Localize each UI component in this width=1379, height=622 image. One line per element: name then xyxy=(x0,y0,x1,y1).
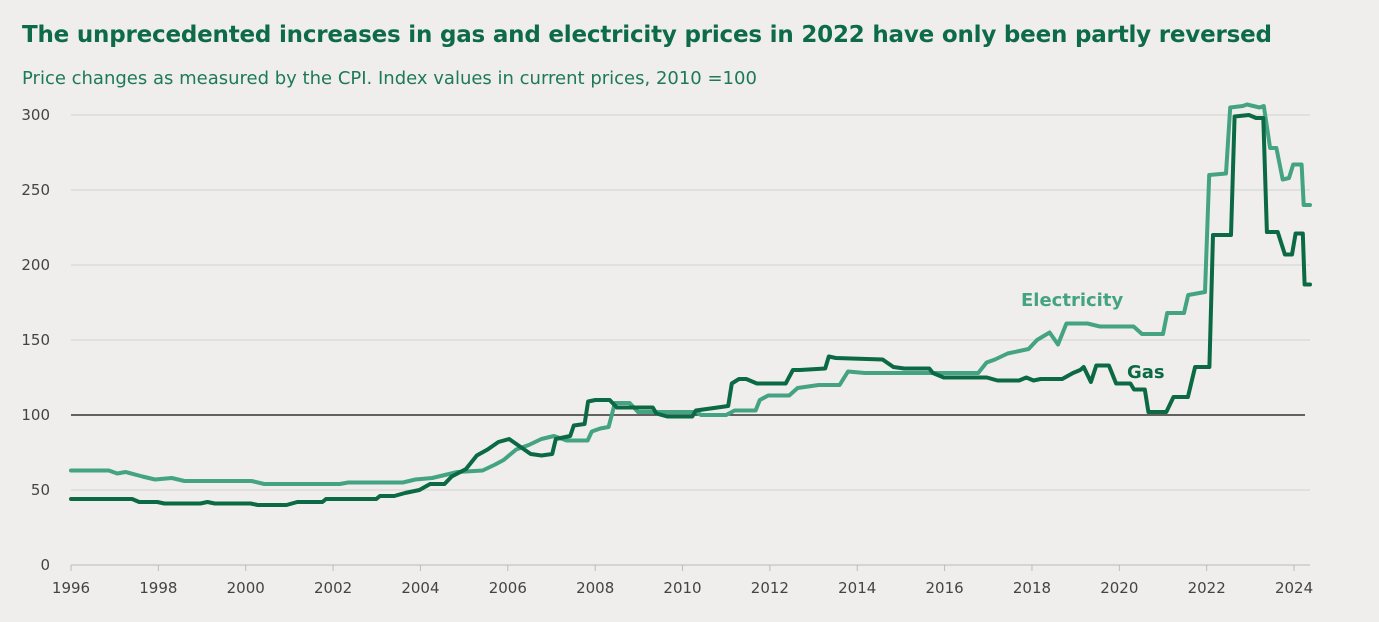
y-axis-ticks: 0 50 100 150 200 250 300 xyxy=(21,106,50,574)
x-tick-label: 2010 xyxy=(663,579,701,597)
x-tick-label: 1998 xyxy=(139,579,177,597)
x-tick-label: 2008 xyxy=(576,579,614,597)
x-tick-label: 2014 xyxy=(838,579,876,597)
x-tick-label: 2020 xyxy=(1100,579,1138,597)
x-tick-label: 1996 xyxy=(52,579,90,597)
y-tick-label: 250 xyxy=(21,181,50,199)
chart-subtitle: Price changes as measured by the CPI. In… xyxy=(22,68,757,89)
x-tick-label: 2000 xyxy=(227,579,265,597)
x-tick-label: 2004 xyxy=(401,579,439,597)
series-label-gas: Gas xyxy=(1127,362,1165,383)
y-tick-label: 0 xyxy=(40,556,50,574)
x-tick-label: 2022 xyxy=(1188,579,1226,597)
series-line-electricity xyxy=(69,102,1312,486)
chart-title: The unprecedented increases in gas and e… xyxy=(22,22,1272,48)
x-tick-label: 2002 xyxy=(314,579,352,597)
y-tick-label: 150 xyxy=(21,331,50,349)
series-lines xyxy=(69,102,1312,507)
series-line-gas xyxy=(69,113,1312,507)
x-tick-label: 2024 xyxy=(1275,579,1313,597)
x-tick-label: 2018 xyxy=(1013,579,1051,597)
series-labels: Electricity Gas xyxy=(1021,290,1165,383)
series-label-electricity: Electricity xyxy=(1021,290,1123,311)
y-tick-label: 300 xyxy=(21,106,50,124)
gridlines xyxy=(71,114,1310,491)
y-tick-label: 200 xyxy=(21,256,50,274)
x-tick-label: 2006 xyxy=(489,579,527,597)
x-tick-label: 2012 xyxy=(751,579,789,597)
x-tick-label: 2016 xyxy=(926,579,964,597)
x-axis: 1996 1998 2000 2002 2004 2006 2008 2010 2012 2014… xyxy=(52,564,1313,597)
y-tick-label: 50 xyxy=(31,481,50,499)
y-tick-label: 100 xyxy=(21,406,50,424)
